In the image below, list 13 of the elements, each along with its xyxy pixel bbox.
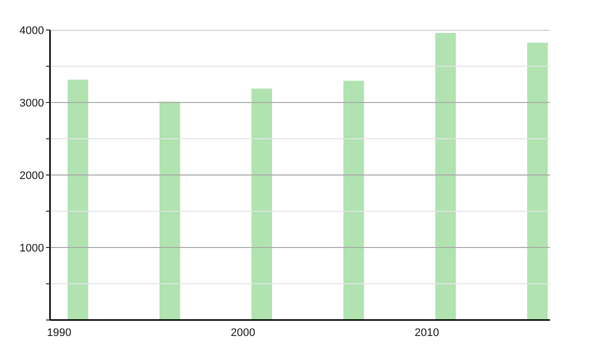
y-tick-label: 2000 <box>20 170 44 182</box>
bar <box>68 80 88 320</box>
y-tick-label: 4000 <box>20 24 44 37</box>
x-tick-label: 2010 <box>414 326 440 339</box>
bar <box>435 33 456 320</box>
bar <box>251 88 272 320</box>
y-tick-label: 3000 <box>20 97 44 110</box>
y-tick-label: 1000 <box>20 242 44 254</box>
x-tick-label: 1990 <box>46 326 72 339</box>
x-tick-label: 2000 <box>230 326 256 339</box>
bar <box>527 42 548 320</box>
bar <box>160 102 180 320</box>
bar <box>343 80 364 320</box>
